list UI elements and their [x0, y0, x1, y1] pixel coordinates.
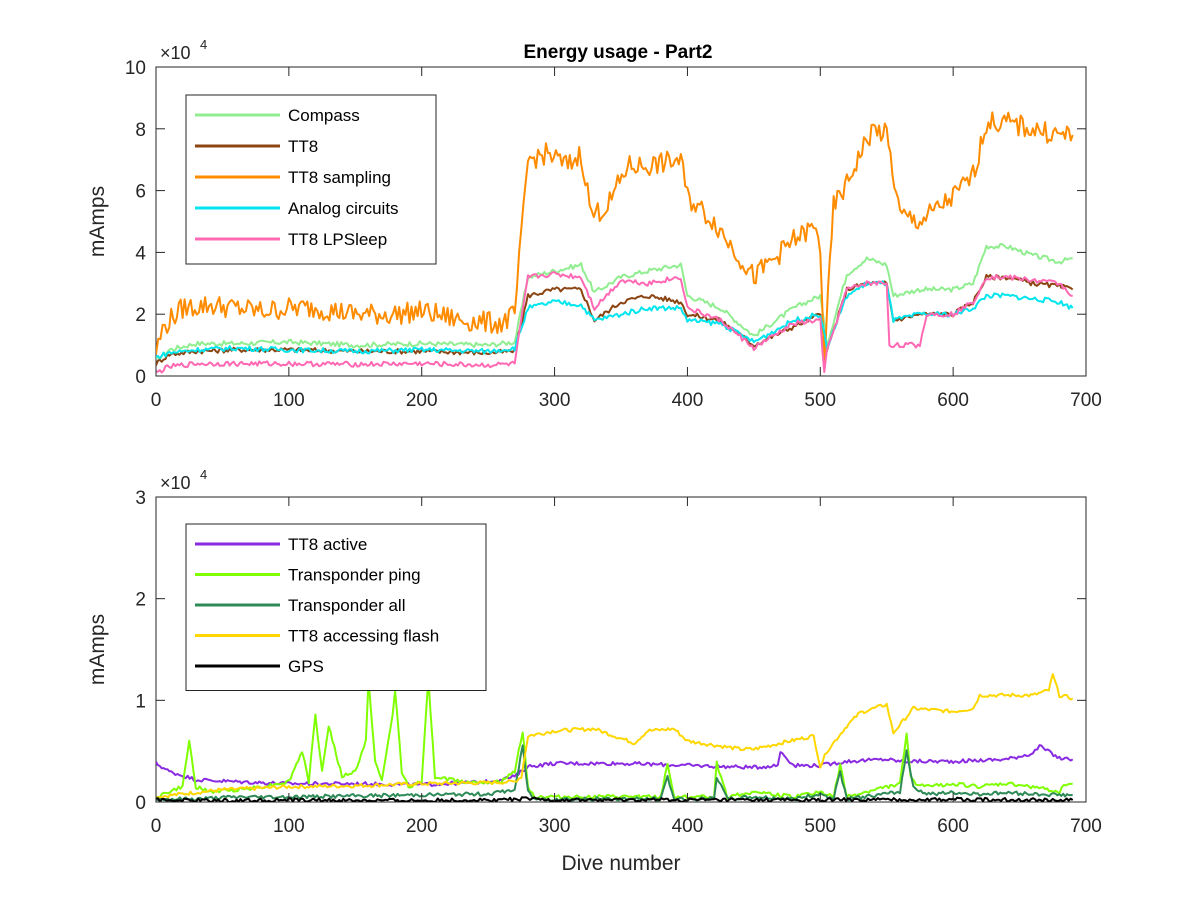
- y-tick-label: 4: [135, 243, 146, 264]
- chart-title: Energy usage - Part2: [523, 42, 712, 63]
- series-group: [156, 111, 1074, 374]
- legend-label: Compass: [288, 106, 360, 125]
- series-line-gps: [156, 796, 1074, 802]
- y-tick-label: 6: [135, 182, 146, 203]
- y-exponent-label: ×10: [160, 43, 191, 63]
- y-tick-label: 0: [135, 793, 146, 814]
- x-tick-label: 0: [151, 816, 162, 837]
- x-tick-label: 600: [937, 390, 969, 411]
- y-exponent-superscript: 4: [200, 467, 207, 482]
- y-tick-label: 2: [135, 305, 146, 326]
- y-tick-label: 0: [135, 367, 146, 388]
- axes-energy-bottom: 0 100 200 300 400 500 600 700 0 1 2 3 ×10 4 mAmps Dive …: [86, 467, 1102, 875]
- x-tick-label: 300: [539, 816, 571, 837]
- legend-box: [185, 523, 487, 691]
- series-group: [156, 673, 1074, 802]
- y-tick-label: 1: [135, 691, 146, 712]
- y-tick-label: 8: [135, 120, 146, 141]
- legend-label: TT8 LPSleep: [288, 230, 387, 249]
- legend-label: TT8 sampling: [288, 168, 391, 187]
- y-tick-label: 3: [135, 488, 146, 509]
- series-line-tt8-sampling: [156, 111, 1074, 367]
- series-line-tt8-lpsleep: [156, 271, 1073, 374]
- series-line-tt8-accessing-flash: [156, 673, 1074, 800]
- x-tick-label: 100: [273, 390, 305, 411]
- x-tick-label: 400: [672, 816, 704, 837]
- legend-label: GPS: [288, 657, 324, 676]
- legend-box: [185, 94, 437, 265]
- y-tick-label: 10: [125, 58, 146, 79]
- x-tick-label: 300: [539, 390, 571, 411]
- x-tick-label: 700: [1070, 816, 1102, 837]
- x-tick-label: 400: [672, 390, 704, 411]
- x-tick-label: 500: [804, 390, 836, 411]
- legend: TT8 active Transponder ping Transponder al…: [185, 523, 487, 691]
- x-tick-label: 200: [406, 816, 438, 837]
- x-tick-label: 100: [273, 816, 305, 837]
- series-line-compass: [156, 243, 1073, 361]
- axes-energy-top: 0 100 200 300 400 500 600 700 0 2 4 6 8 10 ×10 4 mAmps Co…: [86, 37, 1102, 411]
- legend-label: Transponder ping: [288, 566, 421, 585]
- y-tick-label: 2: [135, 590, 146, 611]
- y-exponent-label: ×10: [160, 473, 191, 493]
- series-line-tt8-active: [156, 744, 1074, 788]
- legend: Compass TT8 TT8 sampling Analog circuits TT8…: [185, 94, 437, 265]
- x-tick-label: 0: [151, 390, 162, 411]
- legend-label: TT8 active: [288, 535, 367, 554]
- y-exponent-superscript: 4: [200, 37, 207, 52]
- x-tick-label: 600: [937, 816, 969, 837]
- x-tick-label: 500: [804, 816, 836, 837]
- y-axis-label: mAmps: [86, 614, 109, 685]
- legend-label: TT8: [288, 137, 318, 156]
- x-tick-label: 700: [1070, 390, 1102, 411]
- legend-label: Analog circuits: [288, 199, 399, 218]
- series-line-analog-circuits: [156, 280, 1074, 360]
- x-axis-label: Dive number: [561, 852, 680, 875]
- x-tick-label: 200: [406, 390, 438, 411]
- y-axis-label: mAmps: [86, 186, 109, 257]
- legend-label: Transponder all: [288, 596, 406, 615]
- series-line-transponder-ping: [156, 677, 1073, 800]
- legend-label: TT8 accessing flash: [288, 627, 439, 646]
